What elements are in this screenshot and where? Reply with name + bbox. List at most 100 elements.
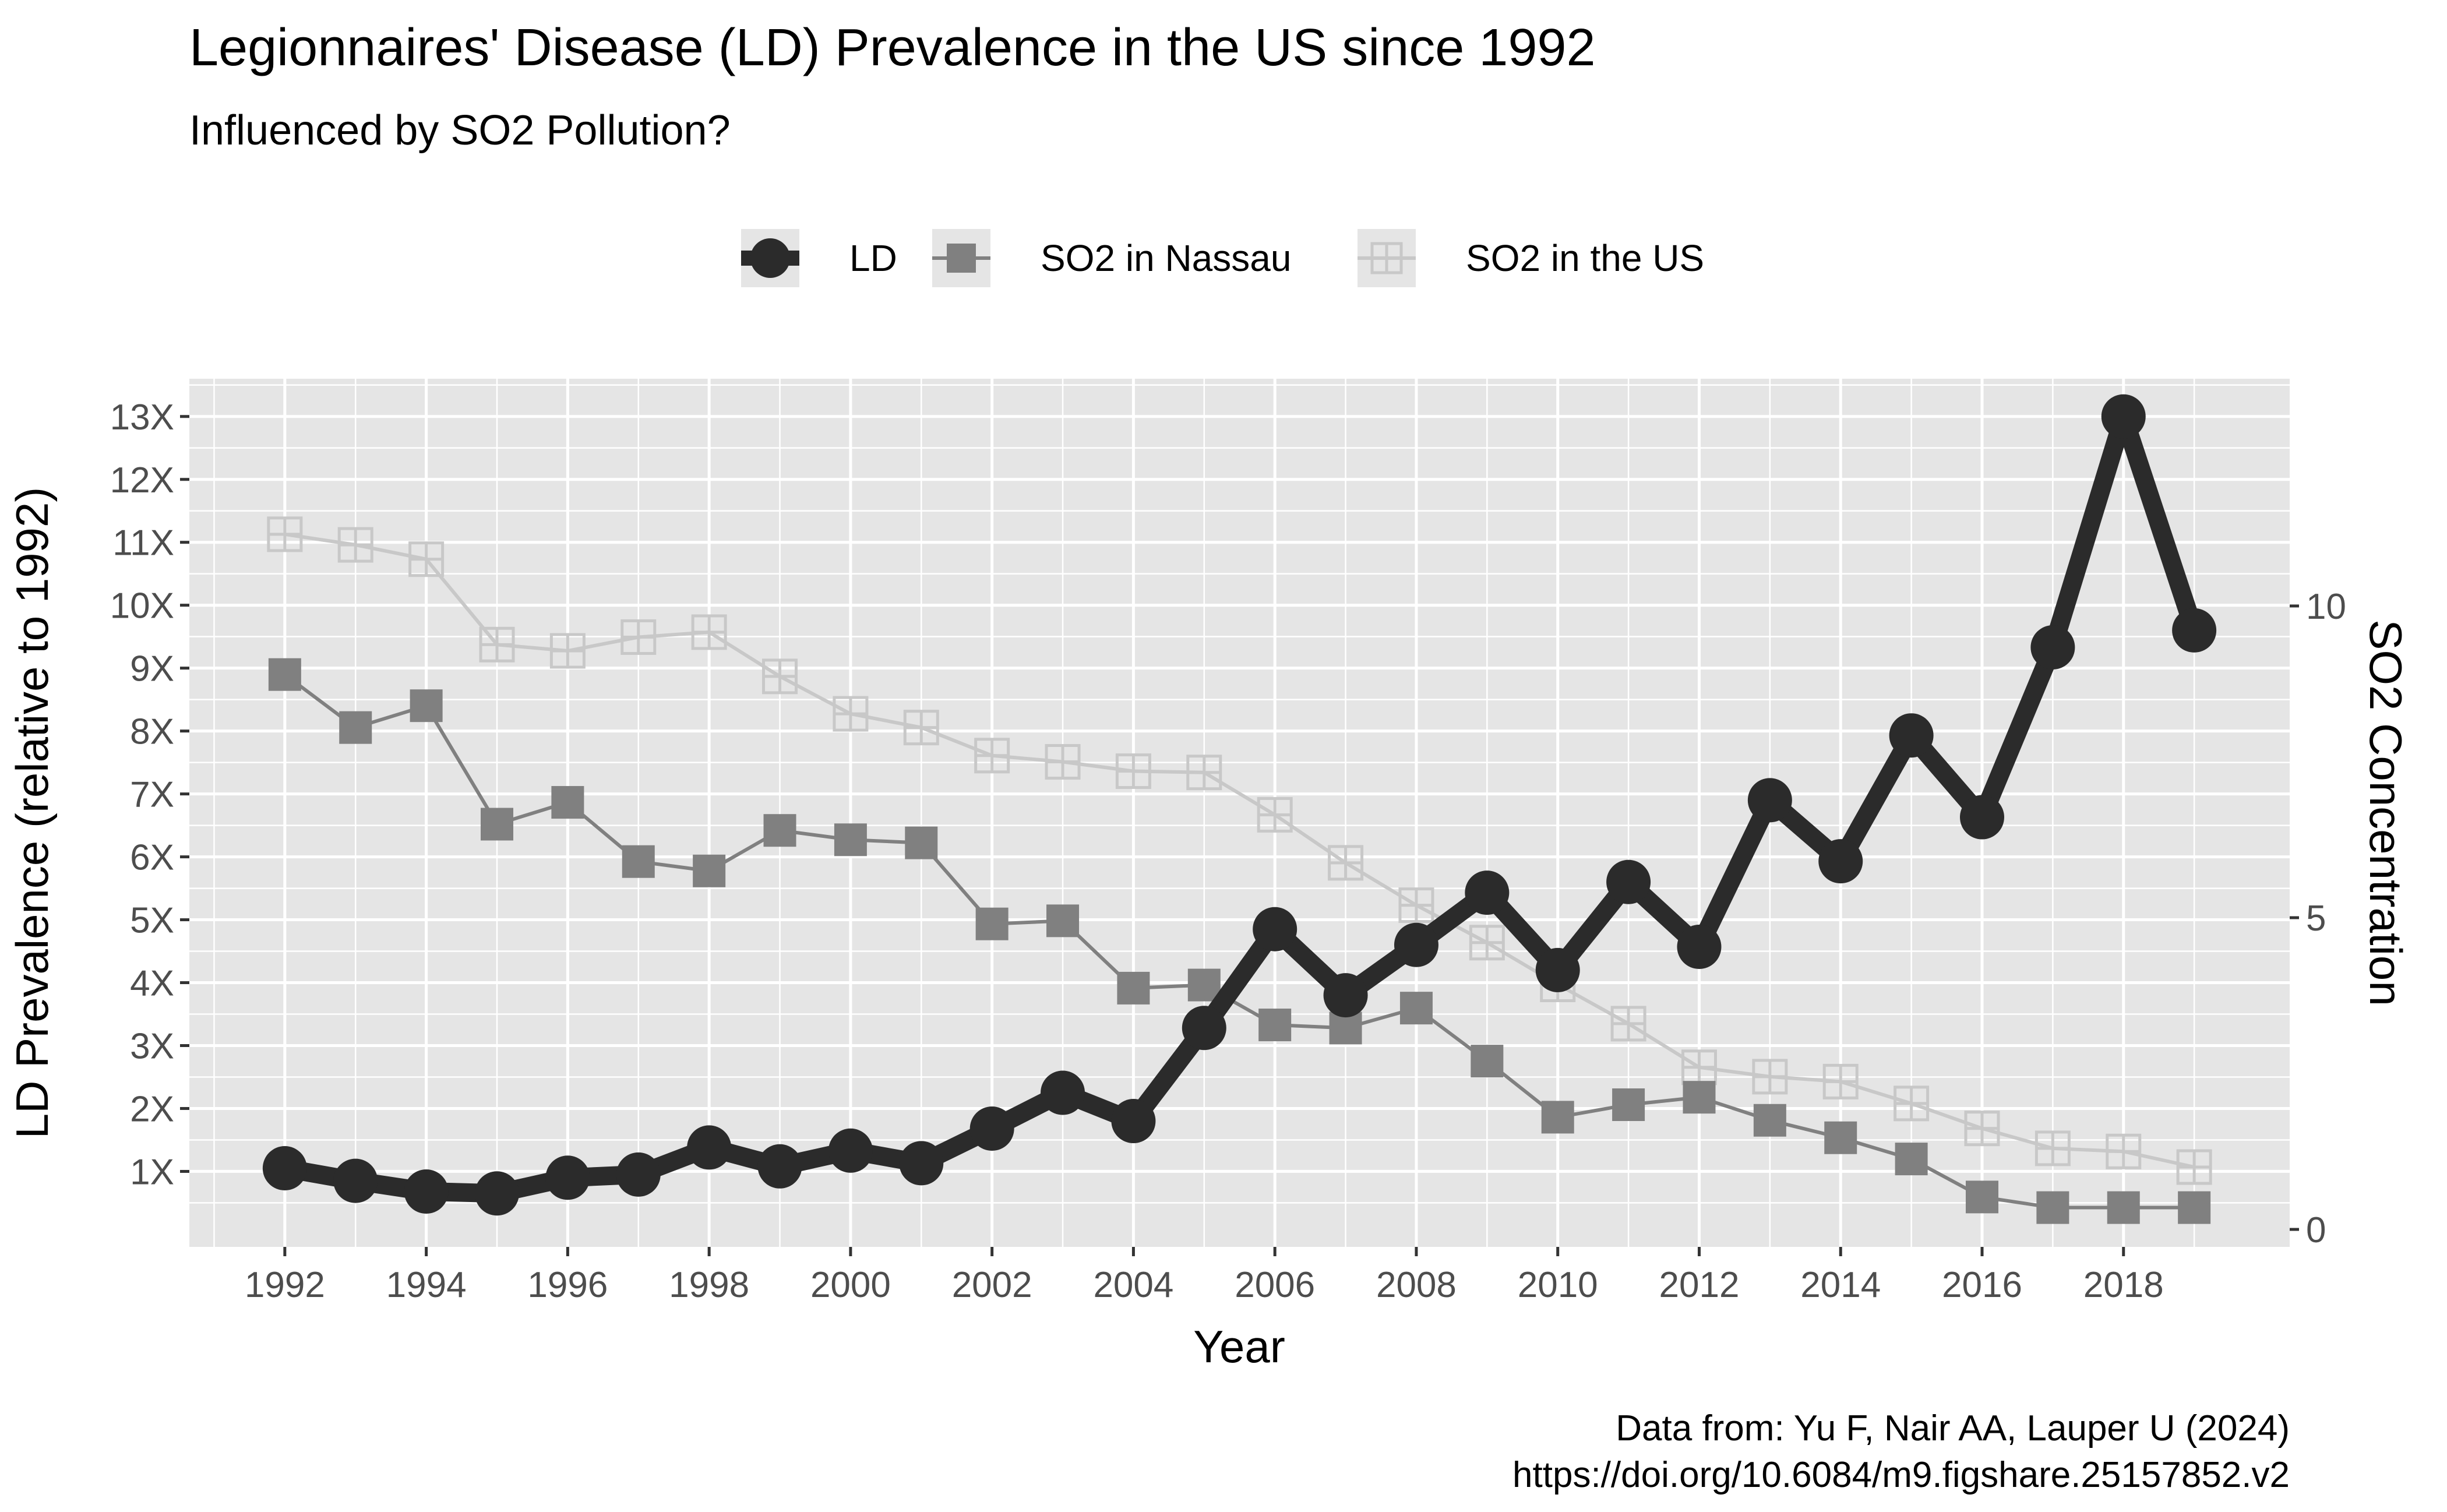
legend-label: LD xyxy=(849,237,897,279)
so2-in-nassau-point xyxy=(1541,1101,1574,1134)
so2-in-nassau-point xyxy=(2036,1191,2069,1224)
ld-point xyxy=(1394,922,1438,967)
so2-in-nassau-point xyxy=(834,823,867,857)
y-tick-label: 13X xyxy=(110,397,174,438)
so2-in-the-us-point xyxy=(1045,744,1081,780)
y-tick-label: 7X xyxy=(130,775,174,815)
ld-point xyxy=(545,1155,590,1200)
ld-point xyxy=(1606,859,1651,904)
so2-in-the-us-point xyxy=(1822,1063,1859,1099)
y2-tick-label: 5 xyxy=(2306,898,2326,939)
ld-point xyxy=(899,1141,944,1186)
ld-point xyxy=(1465,870,1510,915)
x-tick-label: 1992 xyxy=(245,1265,325,1305)
x-tick-label: 2008 xyxy=(1376,1265,1457,1305)
legend-marker xyxy=(947,244,976,273)
so2-in-nassau-point xyxy=(1399,992,1433,1025)
so2-in-nassau-point xyxy=(1046,904,1080,937)
y-tick-label: 1X xyxy=(130,1152,174,1192)
so2-in-nassau-point xyxy=(410,689,443,722)
so2-in-nassau-point xyxy=(268,658,301,691)
ld-point xyxy=(757,1144,802,1189)
so2-in-nassau-point xyxy=(905,826,938,859)
legend-marker xyxy=(750,238,790,278)
so2-in-the-us-line xyxy=(283,532,2196,1169)
so2-in-nassau-point xyxy=(2107,1191,2140,1224)
ld-point xyxy=(616,1152,661,1197)
x-tick-label: 2002 xyxy=(952,1265,1032,1305)
x-axis: 1992 1994 1996 1998 2000 2002 2004 2006 2008 2010… xyxy=(245,1247,2164,1305)
so2-in-the-us-point xyxy=(762,658,798,695)
y-tick-label: 6X xyxy=(130,838,174,878)
ld-point xyxy=(262,1146,307,1191)
so2-in-nassau-point xyxy=(1612,1088,1645,1121)
y-tick-label: 5X xyxy=(130,901,174,941)
so2-in-nassau-point xyxy=(1258,1009,1292,1042)
so2-in-the-us-point xyxy=(833,696,869,732)
so2-in-nassau-point xyxy=(693,854,726,887)
legend-marker xyxy=(1370,242,1403,274)
so2-in-the-us-point xyxy=(1610,1006,1646,1042)
legend-label: SO2 in the US xyxy=(1466,237,1704,279)
so2-in-nassau-point xyxy=(1824,1121,1857,1154)
so2-in-the-us-point xyxy=(337,527,373,563)
y-tick-label: 2X xyxy=(130,1089,174,1129)
y-tick-label: 4X xyxy=(130,964,174,1004)
y2-tick-label: 10 xyxy=(2306,587,2346,627)
so2-in-nassau-point xyxy=(622,845,655,878)
ld-point xyxy=(333,1158,378,1203)
so2-in-nassau-point xyxy=(975,907,1009,940)
chart-title: Legionnaires' Disease (LD) Prevalence in… xyxy=(189,19,1596,77)
so2-in-nassau-point xyxy=(1683,1081,1716,1114)
so2-in-the-us-point xyxy=(408,541,445,577)
x-axis-title: Year xyxy=(1193,1321,1285,1372)
caption-line-2: https://doi.org/10.6084/m9.figshare.2515… xyxy=(1512,1455,2290,1495)
so2-in-the-us-point xyxy=(1257,796,1293,833)
x-tick-label: 1994 xyxy=(386,1265,467,1305)
y-tick-label: 8X xyxy=(130,712,174,752)
ld-point xyxy=(1889,713,1934,758)
ld-point xyxy=(1818,839,1863,884)
ld-point xyxy=(969,1106,1014,1151)
ld-point xyxy=(687,1125,732,1170)
so2-in-the-us-point xyxy=(1115,753,1151,790)
y2-tick-label: 0 xyxy=(2306,1210,2326,1250)
x-tick-label: 2012 xyxy=(1659,1265,1740,1305)
legend-item-so2-in-nassau: SO2 in Nassau xyxy=(932,229,1291,287)
y-tick-label: 9X xyxy=(130,649,174,689)
x-tick-label: 1996 xyxy=(527,1265,608,1305)
x-tick-label: 2000 xyxy=(810,1265,891,1305)
so2-in-the-us-point xyxy=(1328,845,1364,881)
so2-in-the-us-point xyxy=(1186,755,1222,791)
so2-in-the-us-point xyxy=(1964,1111,2000,1147)
legend-item-so2-in-the-us: SO2 in the US xyxy=(1358,229,1704,287)
ld-point xyxy=(1677,924,1722,969)
so2-in-nassau-line xyxy=(283,672,2196,1210)
ld-point xyxy=(475,1171,520,1216)
so2-in-nassau-point xyxy=(339,711,372,744)
so2-in-nassau-point xyxy=(1753,1104,1786,1137)
x-tick-label: 2004 xyxy=(1093,1265,1173,1305)
ld-point xyxy=(404,1169,449,1214)
x-tick-label: 2018 xyxy=(2083,1265,2164,1305)
so2-in-the-us-point xyxy=(2106,1133,2142,1169)
so2-in-the-us-point xyxy=(267,516,303,552)
so2-in-nassau-point xyxy=(1965,1180,1998,1214)
so2-in-nassau-point xyxy=(2178,1191,2211,1224)
so2-in-the-us-point xyxy=(479,626,515,662)
so2-in-the-us-point xyxy=(1398,887,1434,924)
so2-in-the-us-point xyxy=(974,738,1010,774)
so2-in-nassau-point xyxy=(481,808,514,841)
ld-point xyxy=(2172,608,2217,653)
y-tick-label: 10X xyxy=(110,586,174,626)
x-tick-label: 1998 xyxy=(669,1265,749,1305)
so2-in-the-us-point xyxy=(1894,1085,1930,1122)
ld-point xyxy=(2101,394,2146,439)
y-axis-title: LD Prevalence (relative to 1992) xyxy=(6,487,58,1139)
ld-point xyxy=(1111,1099,1156,1144)
so2-in-the-us-point xyxy=(903,710,939,746)
y-axis-right: 0 5 10 xyxy=(2290,587,2346,1250)
so2-in-the-us-point xyxy=(2035,1130,2071,1166)
so2-in-the-us-point xyxy=(549,633,586,669)
